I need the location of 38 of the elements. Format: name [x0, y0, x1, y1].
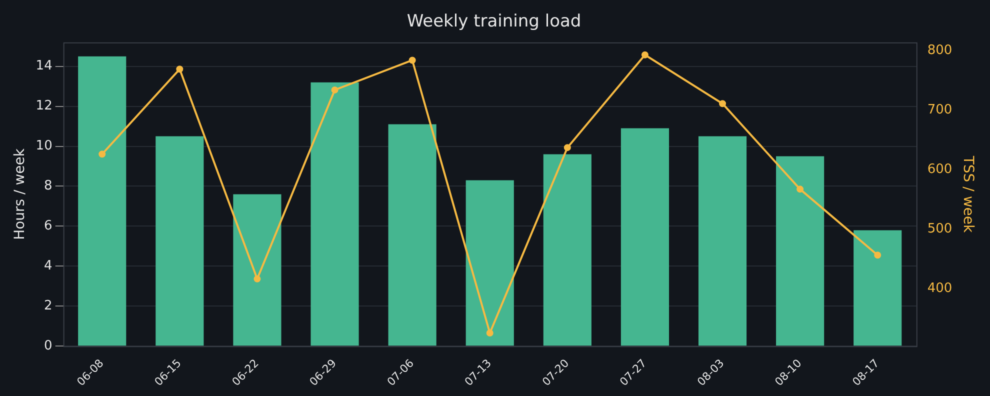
bar: [388, 124, 436, 346]
bar: [620, 128, 670, 346]
bar: [854, 230, 902, 346]
y-tick-label: 6: [44, 218, 52, 234]
point: [98, 150, 106, 158]
y-tick-label: 12: [36, 98, 52, 114]
chart-title: Weekly training load: [406, 12, 582, 32]
y2-tick-label: 500: [927, 221, 952, 236]
point: [874, 252, 882, 259]
point: [331, 86, 338, 94]
bar: [233, 194, 282, 346]
y2-tick-label: 700: [927, 102, 952, 118]
bar: [78, 56, 126, 346]
point: [254, 275, 261, 282]
y-tick-label: 10: [36, 138, 52, 154]
bar: [466, 180, 514, 346]
y2-tick-label: 400: [927, 280, 952, 296]
y-tick-label: 0: [44, 338, 52, 354]
point: [176, 66, 184, 73]
y-axis-title: Hours / week: [12, 148, 28, 240]
y-tick-label: 4: [44, 258, 52, 274]
y-tick-label: 14: [36, 58, 52, 74]
y-tick-label: 8: [44, 178, 52, 194]
y-tick-label: 2: [44, 298, 52, 314]
bar: [776, 156, 824, 346]
y2-axis-title: TSS / week: [960, 154, 976, 234]
point: [486, 329, 494, 336]
bar: [156, 136, 204, 346]
bar: [543, 154, 592, 346]
point: [408, 56, 416, 64]
point: [719, 100, 726, 108]
point: [641, 51, 648, 58]
point: [796, 186, 804, 193]
bar: [698, 136, 747, 346]
bar: [310, 82, 359, 346]
y2-tick-label: 600: [927, 162, 952, 177]
point: [564, 144, 571, 152]
y2-tick-label: 800: [927, 43, 952, 58]
